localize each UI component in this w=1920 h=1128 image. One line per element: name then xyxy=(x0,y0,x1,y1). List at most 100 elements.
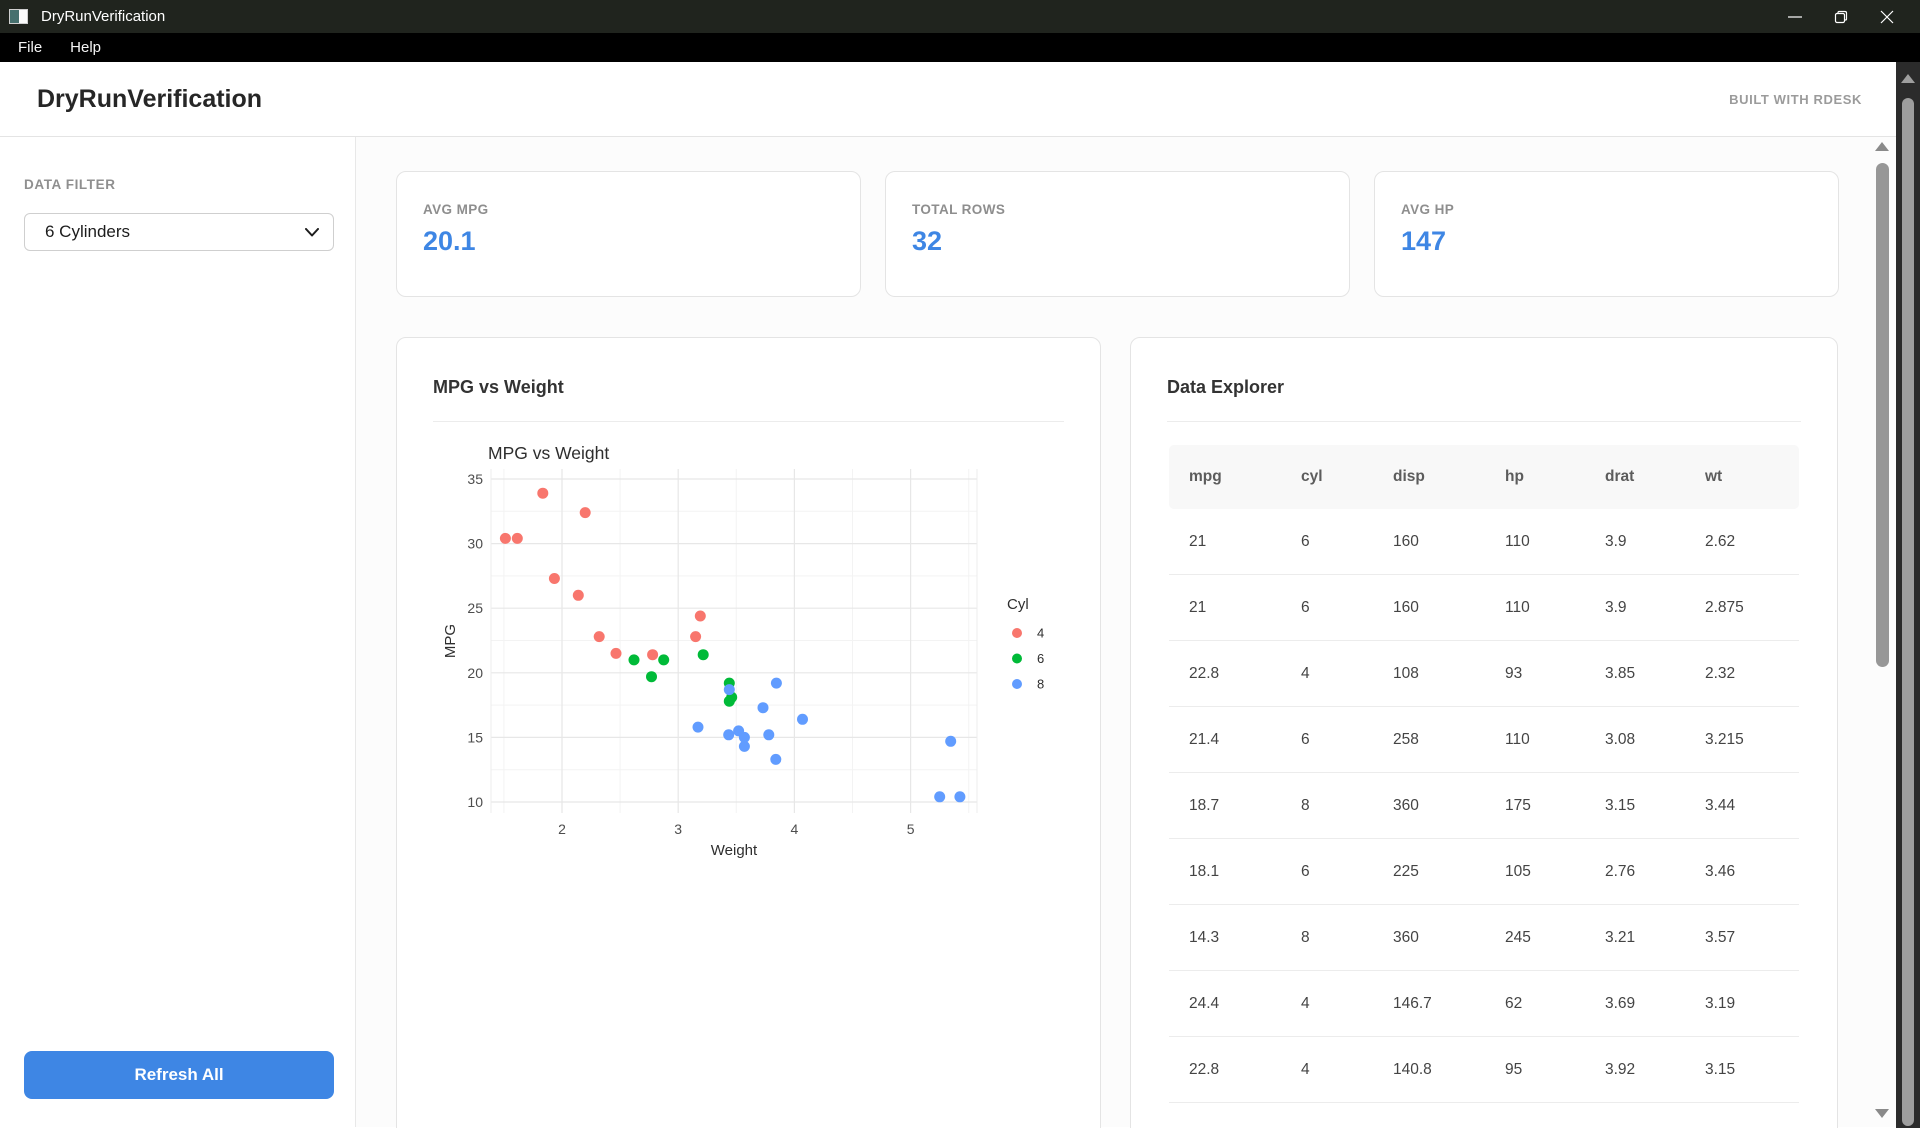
table-cell: 3.57 xyxy=(1705,928,1736,946)
scatter-plot: 2 3 4 5 10 15 20 25 30 35 MPG vs Weight Weight MPG Cy… xyxy=(442,443,1044,859)
table-cell: 3.85 xyxy=(1605,664,1636,682)
table-cell: 18.7 xyxy=(1189,796,1220,814)
restore-icon xyxy=(1834,10,1848,23)
table-cell: 258 xyxy=(1393,730,1419,748)
scroll-up-icon[interactable] xyxy=(1901,74,1915,83)
table-cell: 175 xyxy=(1505,796,1531,814)
content-scrollbar xyxy=(1872,137,1893,1128)
close-icon xyxy=(1880,10,1894,23)
table-cell: 21.4 xyxy=(1189,730,1220,748)
table-cell: 4 xyxy=(1301,1060,1310,1078)
built-with-badge: BUILT WITH RDESK xyxy=(1729,91,1862,107)
svg-text:MPG: MPG xyxy=(442,624,459,658)
table-cell: 22.8 xyxy=(1189,664,1220,682)
window-scrollbar-thumb[interactable] xyxy=(1902,98,1914,1126)
svg-text:Weight: Weight xyxy=(711,842,758,859)
table-cell: 6 xyxy=(1301,730,1310,748)
svg-text:4: 4 xyxy=(1037,626,1044,641)
table-cell: 160 xyxy=(1393,598,1419,616)
svg-text:35: 35 xyxy=(467,471,483,487)
table-cell: 3.9 xyxy=(1605,598,1627,616)
table-cell: 3.19 xyxy=(1705,994,1736,1012)
table-cell: 6 xyxy=(1301,532,1310,550)
svg-text:25: 25 xyxy=(467,600,483,616)
svg-text:15: 15 xyxy=(467,729,483,745)
restore-button[interactable] xyxy=(1818,0,1864,33)
table-cell: 3.21 xyxy=(1605,928,1636,946)
table-cell: 4 xyxy=(1301,994,1310,1012)
svg-text:Cyl: Cyl xyxy=(1007,596,1029,613)
svg-text:8: 8 xyxy=(1037,677,1044,692)
window-controls xyxy=(1772,0,1910,33)
table-cell: 93 xyxy=(1505,664,1523,682)
sidebar: DATA FILTER 6 Cylinders Refresh All xyxy=(0,137,356,1127)
window-scrollbar xyxy=(1896,62,1920,1128)
column-header-hp: hp xyxy=(1505,468,1524,485)
minimize-button[interactable] xyxy=(1772,0,1818,33)
table-cell: 8 xyxy=(1301,796,1310,814)
table-cell: 3.15 xyxy=(1605,796,1636,814)
refresh-all-button[interactable]: Refresh All xyxy=(24,1051,334,1099)
column-header-wt: wt xyxy=(1705,468,1723,485)
table-cell: 360 xyxy=(1393,928,1419,946)
svg-text:MPG vs Weight: MPG vs Weight xyxy=(488,443,609,463)
stat-card-avg-mpg: AVG MPG 20.1 xyxy=(396,171,861,297)
table-cell: 245 xyxy=(1505,928,1531,946)
content-scrollbar-thumb[interactable] xyxy=(1876,163,1889,667)
chart-card: MPG vs Weight 2 3 4 5 10 15 20 25 30 35 MPG vs Wei… xyxy=(396,337,1101,1128)
svg-text:6: 6 xyxy=(1037,651,1044,666)
table-row: 18.7 8 360 175 3.15 3.44 xyxy=(1169,773,1799,839)
table-cell: 3.92 xyxy=(1605,1060,1636,1078)
table-cell: 110 xyxy=(1505,730,1530,748)
app-icon xyxy=(9,9,28,24)
table-cell: 108 xyxy=(1393,664,1419,682)
table-row: 21 6 160 110 3.9 2.875 xyxy=(1169,575,1799,641)
chevron-down-icon xyxy=(305,222,319,242)
divider xyxy=(1167,421,1801,422)
close-button[interactable] xyxy=(1864,0,1910,33)
svg-text:30: 30 xyxy=(467,536,483,552)
cards-row: MPG vs Weight 2 3 4 5 10 15 20 25 30 35 MPG vs Wei… xyxy=(396,337,1920,1128)
table-body: 21 6 160 110 3.9 2.62 21 6 160 110 3.9 2.875 22.8 4 10… xyxy=(1169,509,1799,1103)
stat-value: 32 xyxy=(912,226,943,256)
table-cell: 2.32 xyxy=(1705,664,1736,682)
table-cell: 2.76 xyxy=(1605,862,1636,880)
svg-text:2: 2 xyxy=(558,821,566,837)
table-cell: 3.215 xyxy=(1705,730,1744,748)
menu-item-file[interactable]: File xyxy=(18,39,43,56)
main-content: AVG MPG 20.1 TOTAL ROWS 32 AVG HP 147 MP… xyxy=(356,137,1920,1128)
column-header-disp: disp xyxy=(1393,468,1425,485)
chart-card-title: MPG vs Weight xyxy=(433,377,564,397)
minimize-icon xyxy=(1788,15,1802,18)
stat-label: TOTAL ROWS xyxy=(912,202,1006,217)
table-row: 24.4 4 146.7 62 3.69 3.19 xyxy=(1169,971,1799,1037)
data-explorer-title: Data Explorer xyxy=(1167,377,1285,397)
table-cell: 3.69 xyxy=(1605,994,1636,1012)
svg-text:4: 4 xyxy=(791,821,799,837)
table-cell: 110 xyxy=(1505,532,1530,550)
table-cell: 3.46 xyxy=(1705,862,1736,880)
table-cell: 62 xyxy=(1505,994,1523,1012)
cylinder-filter-select[interactable]: 6 Cylinders xyxy=(24,213,334,251)
page-title: DryRunVerification xyxy=(37,84,263,113)
table-cell: 18.1 xyxy=(1189,862,1220,880)
table-cell: 8 xyxy=(1301,928,1310,946)
stats-row: AVG MPG 20.1 TOTAL ROWS 32 AVG HP 147 xyxy=(396,171,1920,297)
data-filter-label: DATA FILTER xyxy=(24,177,116,192)
table-cell: 3.08 xyxy=(1605,730,1636,748)
window-title: DryRunVerification xyxy=(41,8,166,25)
menu-bar: File Help xyxy=(0,33,1920,62)
scroll-up-icon[interactable] xyxy=(1875,142,1889,151)
table-cell: 2.62 xyxy=(1705,532,1736,550)
stat-card-avg-hp: AVG HP 147 xyxy=(1374,171,1839,297)
stat-label: AVG HP xyxy=(1401,202,1455,217)
menu-item-help[interactable]: Help xyxy=(70,39,102,56)
table-cell: 14.3 xyxy=(1189,928,1220,946)
cylinder-filter-value: 6 Cylinders xyxy=(45,222,131,241)
table-cell: 21 xyxy=(1189,598,1207,616)
stat-card-total-rows: TOTAL ROWS 32 xyxy=(885,171,1350,297)
table-row: 22.8 4 108 93 3.85 2.32 xyxy=(1169,641,1799,707)
table-header-row: mpg cyl disp hp drat wt xyxy=(1169,445,1799,509)
scroll-down-icon[interactable] xyxy=(1875,1109,1889,1118)
table-cell: 160 xyxy=(1393,532,1419,550)
